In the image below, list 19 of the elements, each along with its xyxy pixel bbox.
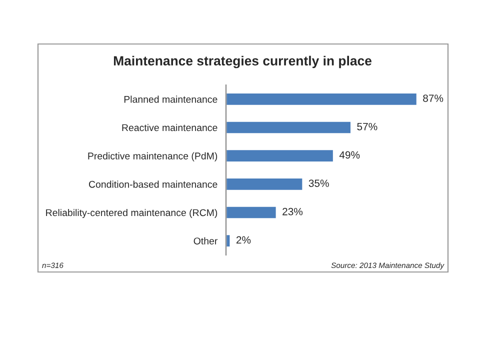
data-label: 57% [357,122,378,130]
bar [226,92,418,106]
y-tick-label: Reliability-centered maintenance (RCM) [46,208,218,218]
data-label: 49% [339,151,360,159]
data-label: 35% [308,180,329,187]
y-tick-label: Predictive maintenance (PdM) [88,152,218,162]
y-tick-label: Planned maintenance [124,96,218,103]
data-label: 23% [282,208,303,216]
bar [226,205,278,220]
data-label: 87% [423,94,444,102]
bar [226,120,352,135]
y-tick-label: Reactive maintenance [122,124,218,132]
bar [226,234,232,248]
bar [226,177,304,192]
y-tick-label: Other [194,237,218,244]
data-label: 2% [236,236,251,244]
y-tick-label: Condition-based maintenance [88,180,218,188]
bar [226,148,334,163]
chart-title: Maintenance strategies currently in place [114,56,372,68]
